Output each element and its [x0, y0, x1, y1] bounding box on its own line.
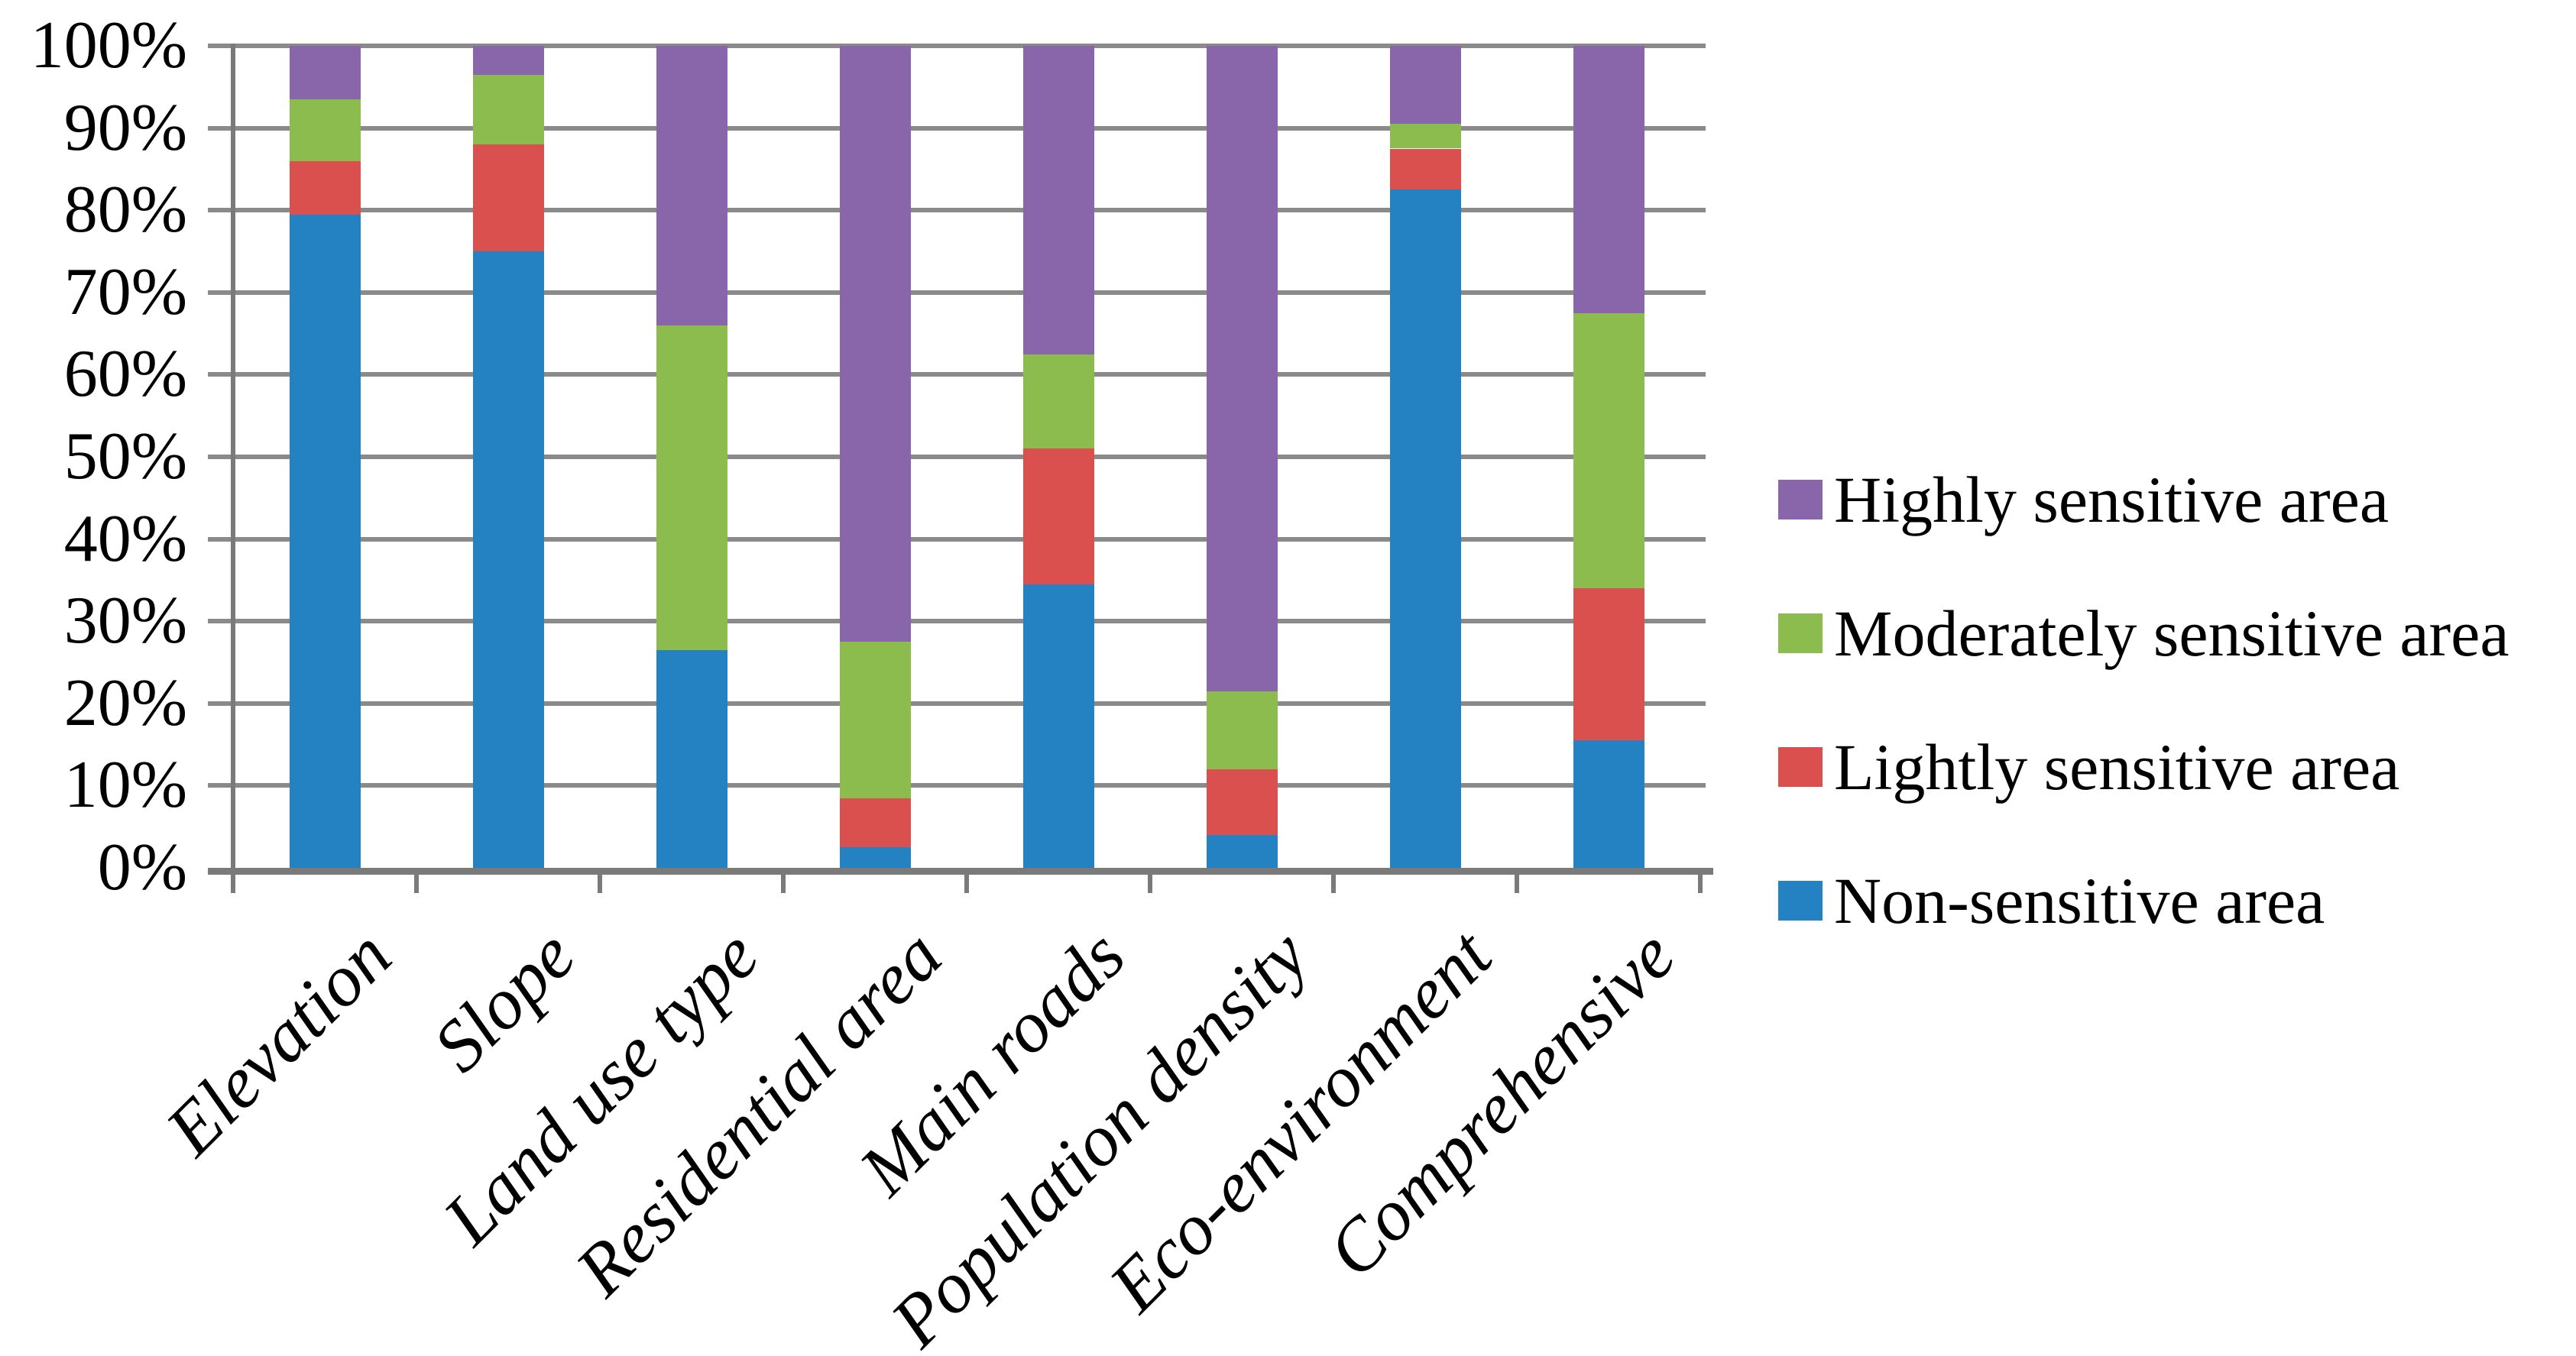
y-axis-line [231, 44, 235, 875]
x-axis-tick [1515, 875, 1519, 893]
bar-segment-residential-area-lightly-sensitive-area [839, 798, 911, 848]
legend-label: Moderately sensitive area [1834, 597, 2510, 670]
x-axis-tick [964, 875, 969, 893]
bar-segment-elevation-highly-sensitive-area [289, 46, 361, 99]
y-axis-label-0: 0% [97, 830, 187, 905]
x-axis-line [208, 868, 1713, 875]
bar-segment-comprehensive-highly-sensitive-area [1573, 46, 1644, 313]
bar-segment-elevation-non-sensitive-area [289, 214, 361, 868]
legend-label: Highly sensitive area [1834, 463, 2390, 536]
bar-segment-comprehensive-non-sensitive-area [1573, 740, 1644, 868]
y-axis-label-50: 50% [63, 419, 187, 494]
y-axis-label-90: 90% [63, 90, 187, 165]
x-axis-tick [1698, 875, 1703, 893]
x-axis-tick [414, 875, 419, 893]
legend-swatch-icon-lightly-sensitive-area [1778, 747, 1823, 787]
gridline-10-percent [208, 783, 1706, 788]
bar-segment-land-use-type-moderately-sensitive-area [656, 325, 727, 650]
gridline-100-percent [208, 44, 1706, 48]
legend-item-highly-sensitive-area: Highly sensitive area [1778, 458, 2389, 542]
y-axis-label-100: 100% [30, 8, 187, 83]
y-axis-label-80: 80% [63, 173, 187, 248]
y-axis-label-30: 30% [63, 584, 187, 659]
bar-segment-eco-environment-lightly-sensitive-area [1389, 148, 1461, 190]
bar-segment-slope-non-sensitive-area [472, 251, 544, 868]
gridline-60-percent [208, 372, 1706, 377]
legend-swatch-icon-highly-sensitive-area [1778, 480, 1823, 519]
y-axis-label-40: 40% [63, 501, 187, 576]
gridline-30-percent [208, 619, 1706, 624]
legend-label: Lightly sensitive area [1834, 730, 2400, 804]
bar-segment-population-density-non-sensitive-area [1206, 834, 1278, 868]
bar-segment-residential-area-non-sensitive-area [839, 847, 911, 868]
gridline-40-percent [208, 536, 1706, 542]
bar-segment-population-density-highly-sensitive-area [1206, 46, 1278, 691]
bar-segment-residential-area-highly-sensitive-area [839, 46, 911, 642]
bar-segment-eco-environment-highly-sensitive-area [1389, 46, 1461, 125]
x-axis-tick [598, 875, 602, 893]
bar-segment-eco-environment-moderately-sensitive-area [1389, 124, 1461, 149]
bar-segment-population-density-moderately-sensitive-area [1206, 691, 1278, 769]
gridline-20-percent [208, 701, 1706, 706]
bar-segment-residential-area-moderately-sensitive-area [839, 642, 911, 798]
legend-item-moderately-sensitive-area: Moderately sensitive area [1778, 591, 2510, 675]
bar-segment-land-use-type-highly-sensitive-area [656, 46, 727, 325]
bar-segment-slope-lightly-sensitive-area [472, 144, 544, 251]
y-axis-label-70: 70% [63, 254, 187, 329]
bar-segment-main-roads-lightly-sensitive-area [1022, 448, 1094, 584]
x-axis-tick [1148, 875, 1152, 893]
bar-segment-comprehensive-moderately-sensitive-area [1573, 312, 1644, 589]
y-axis-label-10: 10% [63, 748, 187, 823]
bar-segment-elevation-moderately-sensitive-area [289, 99, 361, 161]
bar-segment-main-roads-non-sensitive-area [1022, 584, 1094, 868]
gridline-90-percent [208, 125, 1706, 131]
bar-segment-main-roads-moderately-sensitive-area [1022, 354, 1094, 449]
x-axis-label-elevation: Elevation [150, 914, 407, 1171]
legend-item-non-sensitive-area: Non-sensitive area [1778, 859, 2325, 943]
bar-segment-comprehensive-lightly-sensitive-area [1573, 588, 1644, 741]
bar-segment-elevation-lightly-sensitive-area [289, 160, 361, 215]
legend-item-lightly-sensitive-area: Lightly sensitive area [1778, 725, 2399, 809]
legend-label: Non-sensitive area [1834, 864, 2325, 937]
x-axis-tick [1331, 875, 1336, 893]
x-axis-tick [781, 875, 786, 893]
bar-segment-eco-environment-non-sensitive-area [1389, 189, 1461, 868]
gridline-80-percent [208, 208, 1706, 213]
legend-swatch-icon-moderately-sensitive-area [1778, 613, 1823, 653]
bar-segment-main-roads-highly-sensitive-area [1022, 46, 1094, 354]
bar-segment-population-density-lightly-sensitive-area [1206, 769, 1278, 835]
gridline-50-percent [208, 455, 1706, 459]
gridline-70-percent [208, 290, 1706, 295]
y-axis-label-20: 20% [63, 665, 187, 740]
bar-segment-land-use-type-non-sensitive-area [656, 649, 727, 868]
y-axis-label-60: 60% [63, 337, 187, 412]
bar-segment-slope-highly-sensitive-area [472, 46, 544, 75]
legend-swatch-icon-non-sensitive-area [1778, 881, 1823, 921]
bar-segment-slope-moderately-sensitive-area [472, 74, 544, 145]
x-axis-tick [231, 875, 235, 893]
